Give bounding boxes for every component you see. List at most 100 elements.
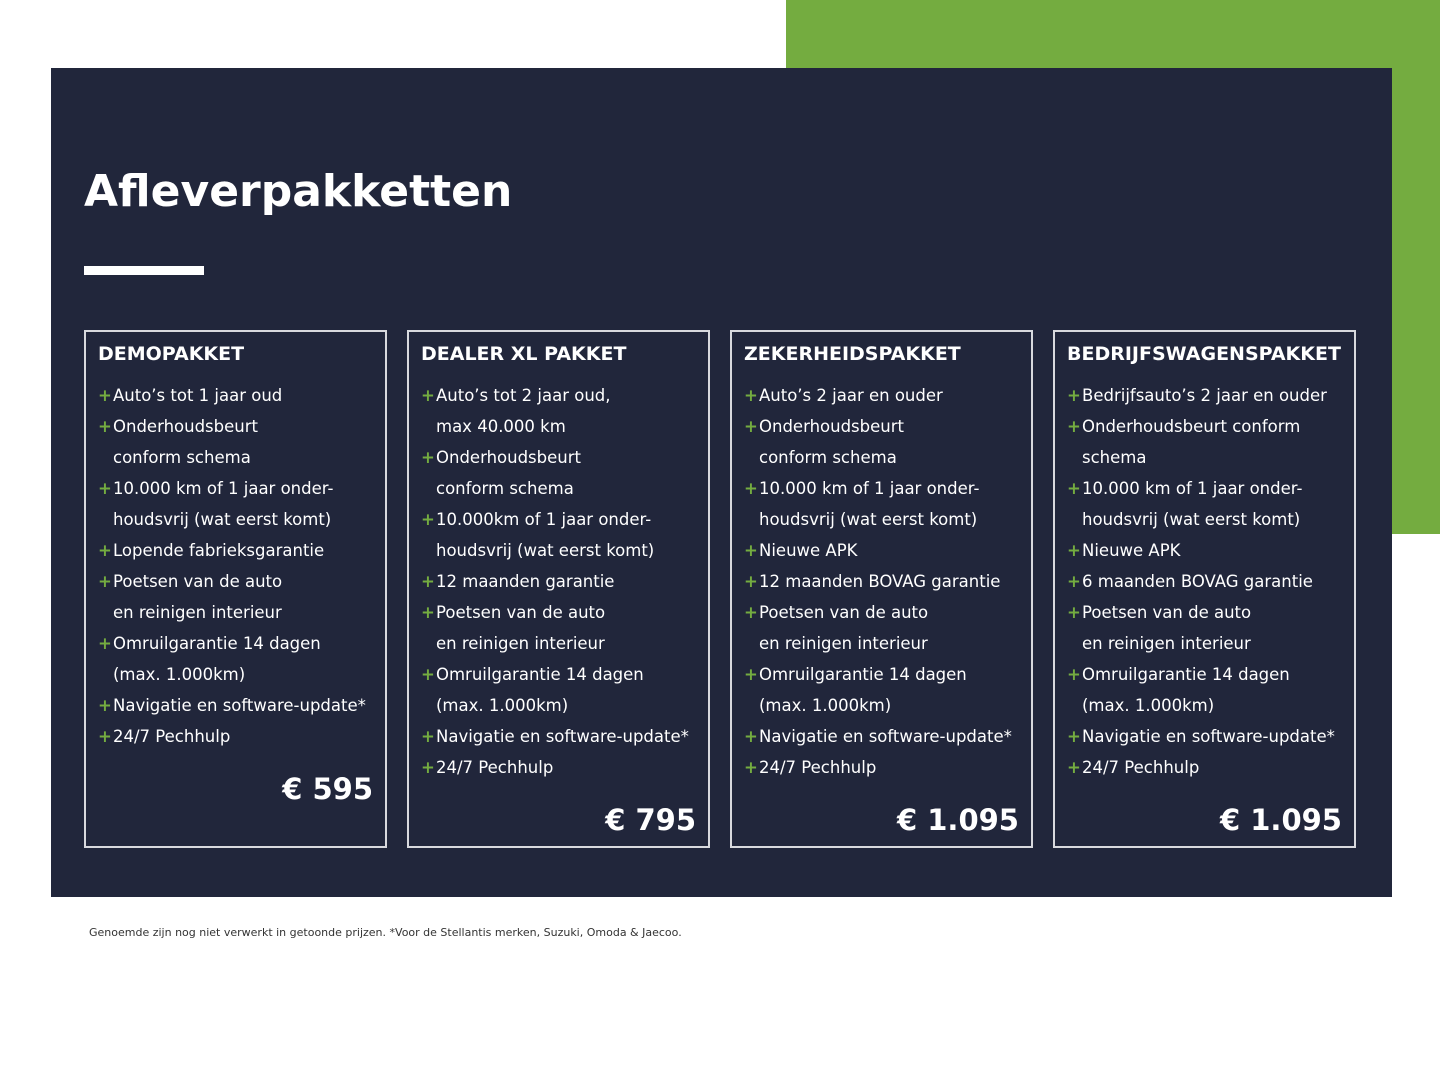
feature-text: Onderhoudsbeurt bbox=[759, 417, 904, 436]
feature-line: + Omruilgarantie 14 dagen bbox=[98, 628, 373, 659]
feature-line: (max. 1.000km) bbox=[1067, 690, 1342, 721]
feature-item: + Omruilgarantie 14 dagen (max. 1.000km) bbox=[421, 659, 696, 721]
feature-text: (max. 1.000km) bbox=[759, 696, 892, 715]
feature-text: Onderhoudsbeurt bbox=[113, 417, 258, 436]
feature-line: conform schema bbox=[744, 442, 1019, 473]
feature-text: Poetsen van de auto bbox=[1082, 603, 1252, 622]
feature-text: (max. 1.000km) bbox=[113, 665, 246, 684]
feature-line: (max. 1.000km) bbox=[98, 659, 373, 690]
package-card: BEDRIJFSWAGENSPAKKET + Bedrijfsauto’s 2 ja… bbox=[1053, 330, 1356, 848]
feature-item: + Onderhoudsbeurt conform schema bbox=[1067, 411, 1342, 473]
feature-text: 24/7 Pechhulp bbox=[113, 727, 231, 746]
feature-item: +24/7 Pechhulp bbox=[744, 752, 1019, 783]
feature-line: + Onderhoudsbeurt conform bbox=[1067, 411, 1342, 442]
feature-line: + Onderhoudsbeurt bbox=[744, 411, 1019, 442]
feature-text: Onderhoudsbeurt conform bbox=[1082, 417, 1301, 436]
feature-item: + Navigatie en software-update* bbox=[98, 690, 373, 721]
feature-line: + Nieuwe APK bbox=[744, 535, 1019, 566]
plus-icon: + bbox=[1067, 386, 1081, 405]
feature-line: + Navigatie en software-update* bbox=[421, 721, 696, 752]
plus-icon: + bbox=[421, 665, 435, 684]
feature-list: + Auto’s tot 2 jaar oud, max 40.000 km + Ond… bbox=[421, 380, 696, 783]
feature-text: conform schema bbox=[113, 448, 251, 467]
feature-item: + Omruilgarantie 14 dagen (max. 1.000km) bbox=[98, 628, 373, 690]
feature-item: +6 maanden BOVAG garantie bbox=[1067, 566, 1342, 597]
feature-line: + Omruilgarantie 14 dagen bbox=[744, 659, 1019, 690]
feature-item: + Navigatie en software-update* bbox=[421, 721, 696, 752]
feature-text: 10.000 km of 1 jaar onder- bbox=[759, 479, 980, 498]
feature-text: houdsvrij (wat eerst komt) bbox=[1082, 510, 1301, 529]
package-card: DEALER XL PAKKET + Auto’s tot 2 jaar oud, m… bbox=[407, 330, 710, 848]
feature-line: + Onderhoudsbeurt bbox=[421, 442, 696, 473]
package-name: DEMOPAKKET bbox=[98, 343, 245, 365]
package-price: € 595 bbox=[282, 772, 373, 806]
plus-icon: + bbox=[421, 572, 435, 591]
feature-line: + Poetsen van de auto bbox=[1067, 597, 1342, 628]
plus-icon: + bbox=[744, 479, 758, 498]
feature-line: + Navigatie en software-update* bbox=[1067, 721, 1342, 752]
feature-line: houdsvrij (wat eerst komt) bbox=[421, 535, 696, 566]
feature-text: en reinigen interieur bbox=[436, 634, 605, 653]
plus-icon: + bbox=[98, 479, 112, 498]
plus-icon: + bbox=[98, 696, 112, 715]
feature-item: + Lopende fabrieksgarantie bbox=[98, 535, 373, 566]
feature-text: en reinigen interieur bbox=[1082, 634, 1251, 653]
feature-line: +10.000 km of 1 jaar onder- bbox=[1067, 473, 1342, 504]
feature-text: Auto’s tot 1 jaar oud bbox=[113, 386, 283, 405]
feature-line: +12 maanden BOVAG garantie bbox=[744, 566, 1019, 597]
feature-item: + Onderhoudsbeurt conform schema bbox=[421, 442, 696, 504]
feature-line: + Lopende fabrieksgarantie bbox=[98, 535, 373, 566]
feature-text: Omruilgarantie 14 dagen bbox=[759, 665, 967, 684]
feature-text: 10.000 km of 1 jaar onder- bbox=[1082, 479, 1303, 498]
feature-line: +24/7 Pechhulp bbox=[744, 752, 1019, 783]
feature-item: +24/7 Pechhulp bbox=[421, 752, 696, 783]
plus-icon: + bbox=[421, 603, 435, 622]
feature-item: +10.000km of 1 jaar onder-houdsvrij (wat… bbox=[421, 504, 696, 566]
package-name: ZEKERHEIDSPAKKET bbox=[744, 343, 961, 365]
feature-item: + Onderhoudsbeurt conform schema bbox=[98, 411, 373, 473]
feature-item: + Poetsen van de auto en reinigen interieu… bbox=[1067, 597, 1342, 659]
package-card: DEMOPAKKET + Auto’s tot 1 jaar oud + Onderho… bbox=[84, 330, 387, 848]
plus-icon: + bbox=[744, 541, 758, 560]
feature-text: en reinigen interieur bbox=[113, 603, 282, 622]
plus-icon: + bbox=[421, 448, 435, 467]
feature-text: Nieuwe APK bbox=[1082, 541, 1181, 560]
feature-item: + Navigatie en software-update* bbox=[1067, 721, 1342, 752]
feature-text: Poetsen van de auto bbox=[113, 572, 283, 591]
feature-text: Poetsen van de auto bbox=[759, 603, 929, 622]
feature-text: 10.000 km of 1 jaar onder- bbox=[113, 479, 334, 498]
feature-line: + Auto’s tot 1 jaar oud bbox=[98, 380, 373, 411]
feature-text: Navigatie en software-update* bbox=[436, 727, 689, 746]
plus-icon: + bbox=[421, 386, 435, 405]
feature-text: Bedrijfsauto’s 2 jaar en ouder bbox=[1082, 386, 1327, 405]
feature-text: (max. 1.000km) bbox=[1082, 696, 1215, 715]
feature-line: +24/7 Pechhulp bbox=[421, 752, 696, 783]
plus-icon: + bbox=[98, 386, 112, 405]
feature-line: max 40.000 km bbox=[421, 411, 696, 442]
feature-list: + Bedrijfsauto’s 2 jaar en ouder + Onderhou… bbox=[1067, 380, 1342, 783]
feature-item: + Bedrijfsauto’s 2 jaar en ouder bbox=[1067, 380, 1342, 411]
plus-icon: + bbox=[1067, 727, 1081, 746]
feature-text: (max. 1.000km) bbox=[436, 696, 569, 715]
feature-line: + Omruilgarantie 14 dagen bbox=[421, 659, 696, 690]
package-name: BEDRIJFSWAGENSPAKKET bbox=[1067, 343, 1341, 365]
feature-line: + Poetsen van de auto bbox=[98, 566, 373, 597]
feature-text: 12 maanden BOVAG garantie bbox=[759, 572, 1001, 591]
page-title: Afleverpakketten bbox=[84, 166, 513, 217]
plus-icon: + bbox=[98, 541, 112, 560]
feature-item: + Poetsen van de auto en reinigen interieu… bbox=[421, 597, 696, 659]
feature-item: +10.000 km of 1 jaar onder-houdsvrij (wa… bbox=[1067, 473, 1342, 535]
feature-line: (max. 1.000km) bbox=[421, 690, 696, 721]
feature-line: en reinigen interieur bbox=[1067, 628, 1342, 659]
feature-list: + Auto’s tot 1 jaar oud + Onderhoudsbeurt co… bbox=[98, 380, 373, 752]
feature-text: 12 maanden garantie bbox=[436, 572, 615, 591]
feature-line: (max. 1.000km) bbox=[744, 690, 1019, 721]
plus-icon: + bbox=[744, 386, 758, 405]
feature-text: Lopende fabrieksgarantie bbox=[113, 541, 325, 560]
feature-text: 24/7 Pechhulp bbox=[1082, 758, 1200, 777]
feature-line: +10.000 km of 1 jaar onder- bbox=[98, 473, 373, 504]
feature-text: houdsvrij (wat eerst komt) bbox=[113, 510, 332, 529]
feature-line: +12 maanden garantie bbox=[421, 566, 696, 597]
feature-line: conform schema bbox=[421, 473, 696, 504]
plus-icon: + bbox=[744, 758, 758, 777]
